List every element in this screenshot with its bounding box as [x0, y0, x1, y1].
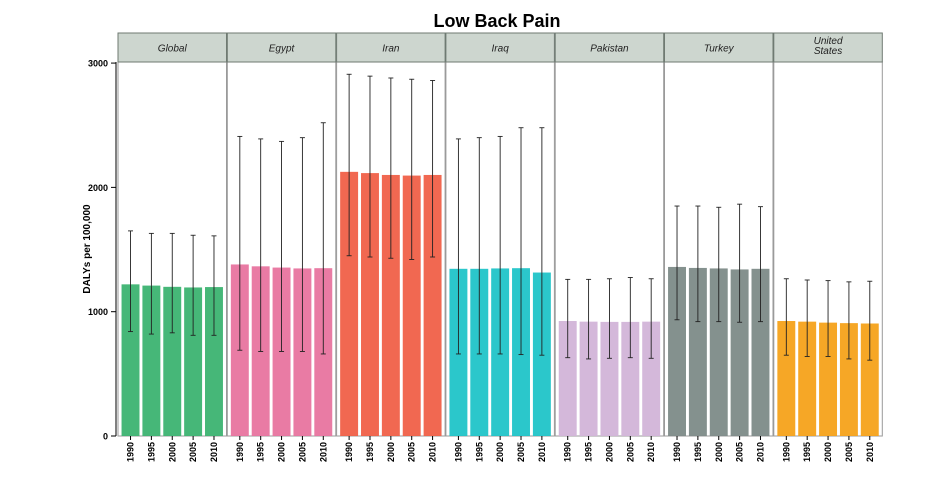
- panel: Iraq 1990 1995 2000 2005 2010: [445, 32, 555, 462]
- bar: [579, 321, 598, 436]
- x-tick-label: 1990: [344, 442, 354, 462]
- x-tick-label: 1995: [693, 442, 703, 462]
- x-tick-label: 2005: [625, 442, 635, 462]
- panel-strip: [664, 32, 774, 63]
- panel-label: Pakistan: [590, 44, 629, 55]
- x-tick-label: 2000: [386, 442, 396, 462]
- x-tick-label: 2010: [755, 442, 765, 462]
- x-tick-label: 2005: [735, 442, 745, 462]
- bar: [798, 321, 817, 436]
- bar: [709, 268, 728, 436]
- bar: [860, 323, 879, 436]
- panel: Turkey 1990 1995 2000 2005 2010: [664, 32, 774, 462]
- x-tick-label: 2010: [646, 442, 656, 462]
- x-tick-label: 2005: [516, 442, 526, 462]
- panel-label: Turkey: [704, 44, 735, 55]
- panel-label: Iran: [382, 44, 400, 55]
- panel-label: Iraq: [492, 44, 510, 55]
- x-tick-label: 1995: [584, 442, 594, 462]
- panel-strip: [336, 32, 446, 63]
- bar: [777, 321, 796, 436]
- x-tick-label: 1990: [563, 442, 573, 462]
- x-tick-label: 1995: [474, 442, 484, 462]
- bar: [839, 323, 858, 436]
- panel-label: Egypt: [269, 44, 296, 55]
- panel: Pakistan 1990 1995 2000 2005 2010: [554, 32, 665, 462]
- bar: [142, 285, 161, 436]
- panel-strip: [773, 32, 883, 63]
- y-axis-label: DALYs per 100,000: [82, 204, 93, 294]
- x-tick-label: 1990: [235, 442, 245, 462]
- bar: [293, 268, 312, 436]
- x-tick-label: 1995: [256, 442, 266, 462]
- y-tick-label: 1000: [88, 307, 108, 317]
- x-tick-label: 2000: [277, 442, 287, 462]
- bar: [642, 321, 661, 436]
- panel-label-line: States: [814, 46, 842, 57]
- x-tick-label: 2000: [495, 442, 505, 462]
- x-tick-label: 2000: [604, 442, 614, 462]
- x-tick-label: 1990: [672, 442, 682, 462]
- panel-strip: [117, 32, 227, 63]
- bar: [340, 171, 359, 436]
- x-tick-label: 2010: [537, 442, 547, 462]
- x-tick-label: 2010: [428, 442, 438, 462]
- y-axis: 0 1000 2000 3000: [88, 59, 117, 442]
- bar: [751, 268, 770, 436]
- x-tick-label: 1995: [146, 442, 156, 462]
- x-tick-label: 2010: [209, 442, 219, 462]
- bar: [668, 266, 686, 436]
- y-tick-label: 0: [103, 432, 108, 442]
- bar: [558, 321, 577, 436]
- bar: [205, 287, 223, 436]
- panel-strip: [554, 32, 665, 63]
- x-tick-label: 1990: [781, 442, 791, 462]
- chart-title: Low Back Pain: [433, 11, 560, 31]
- x-tick-label: 2010: [865, 442, 875, 462]
- panel: Global 1990 1995 2000 2005 2010: [117, 32, 227, 462]
- panel-strip: [445, 32, 555, 63]
- bar: [621, 321, 640, 436]
- x-tick-label: 2010: [318, 442, 328, 462]
- x-tick-label: 1990: [453, 442, 463, 462]
- x-tick-label: 2005: [407, 442, 417, 462]
- y-tick-label: 2000: [88, 183, 108, 193]
- panel: United States 1990 1995 2000 2005 2010: [773, 32, 883, 462]
- panel-label: United States: [814, 36, 843, 57]
- x-tick-label: 1995: [802, 442, 812, 462]
- panel-label-line: United: [814, 36, 843, 47]
- x-tick-label: 2000: [714, 442, 724, 462]
- x-tick-label: 2005: [844, 442, 854, 462]
- x-tick-label: 2000: [167, 442, 177, 462]
- x-tick-label: 2005: [188, 442, 198, 462]
- bar: [688, 267, 707, 436]
- bar: [402, 175, 421, 436]
- chart-panels: Global 1990 1995 2000 2005 2010 Egypt 1990 1995 2…: [117, 32, 883, 462]
- x-tick-label: 1990: [126, 442, 136, 462]
- bar: [121, 284, 140, 436]
- bar: [600, 321, 619, 436]
- bar: [381, 174, 400, 436]
- bar: [819, 322, 838, 436]
- y-tick-label: 3000: [88, 59, 108, 69]
- panel-strip: [226, 32, 337, 63]
- panel-label: Global: [158, 44, 188, 55]
- bar: [361, 173, 379, 436]
- bar: [184, 287, 203, 436]
- bar: [730, 269, 749, 436]
- panel: Iran 1990 1995 2000 2005 2010: [336, 32, 446, 462]
- bar: [423, 174, 442, 436]
- x-tick-label: 1995: [365, 442, 375, 462]
- x-tick-label: 2000: [823, 442, 833, 462]
- bar: [163, 286, 182, 436]
- panel: Egypt 1990 1995 2000 2005 2010: [226, 32, 337, 462]
- x-tick-label: 2005: [297, 442, 307, 462]
